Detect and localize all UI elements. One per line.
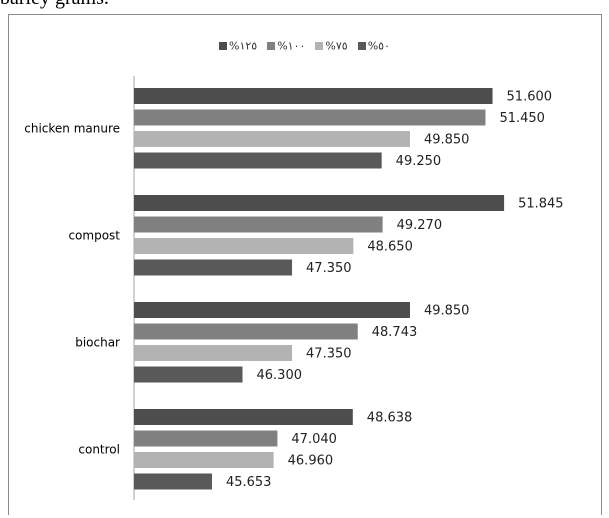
legend-label: %٥٠ — [367, 39, 390, 53]
data-label: 51.845 — [518, 197, 564, 212]
category-label: control — [78, 442, 120, 456]
bar — [134, 366, 243, 383]
bar — [134, 216, 383, 233]
bar — [134, 152, 382, 169]
chart-legend: %١٢٥ %١٠٠ %٧٥ %٥٠ — [0, 38, 609, 52]
data-label: 46.300 — [257, 368, 303, 383]
legend-swatch — [219, 41, 228, 50]
data-label: 51.450 — [499, 111, 545, 126]
data-label: 49.250 — [396, 154, 442, 169]
data-label: 45.653 — [226, 475, 272, 490]
bar — [134, 473, 212, 490]
category-label: compost — [68, 228, 120, 242]
bar — [134, 88, 493, 104]
bar — [134, 345, 293, 361]
data-label: 47.350 — [306, 347, 352, 362]
legend-item: %٥٠ — [357, 38, 390, 53]
data-label: 49.270 — [397, 218, 443, 233]
data-label: 49.850 — [424, 133, 470, 148]
category-label: biochar — [75, 335, 120, 349]
data-label: 51.600 — [507, 90, 552, 105]
legend-label: %١٢٥ — [229, 39, 258, 53]
bar — [134, 131, 410, 147]
bar — [134, 323, 358, 340]
bar — [134, 238, 354, 254]
legend-item: %١٠٠ — [267, 38, 305, 52]
legend-label: %١٠٠ — [277, 39, 306, 53]
bar — [134, 430, 278, 447]
legend-item: %١٢٥ — [219, 38, 257, 52]
bar — [134, 109, 486, 126]
bar — [134, 452, 274, 468]
legend-swatch — [357, 41, 366, 50]
chart-frame — [8, 14, 602, 515]
legend-label: %٧٥ — [325, 39, 348, 53]
data-label: 48.743 — [372, 325, 418, 340]
legend-swatch — [315, 41, 324, 50]
data-label: 47.350 — [306, 261, 352, 276]
bar — [134, 259, 293, 276]
bar — [134, 195, 505, 211]
data-label: 49.850 — [424, 304, 470, 319]
figure-caption: barley grams. — [0, 0, 109, 10]
category-label: chicken manure — [24, 121, 120, 135]
legend-swatch — [267, 41, 276, 50]
data-label: 46.960 — [288, 454, 334, 469]
data-label: 48.650 — [367, 240, 413, 255]
legend-item: %٧٥ — [315, 38, 348, 53]
bar — [134, 302, 410, 318]
data-label: 48.638 — [367, 411, 413, 426]
data-label: 47.040 — [291, 432, 337, 447]
bar — [134, 409, 353, 425]
